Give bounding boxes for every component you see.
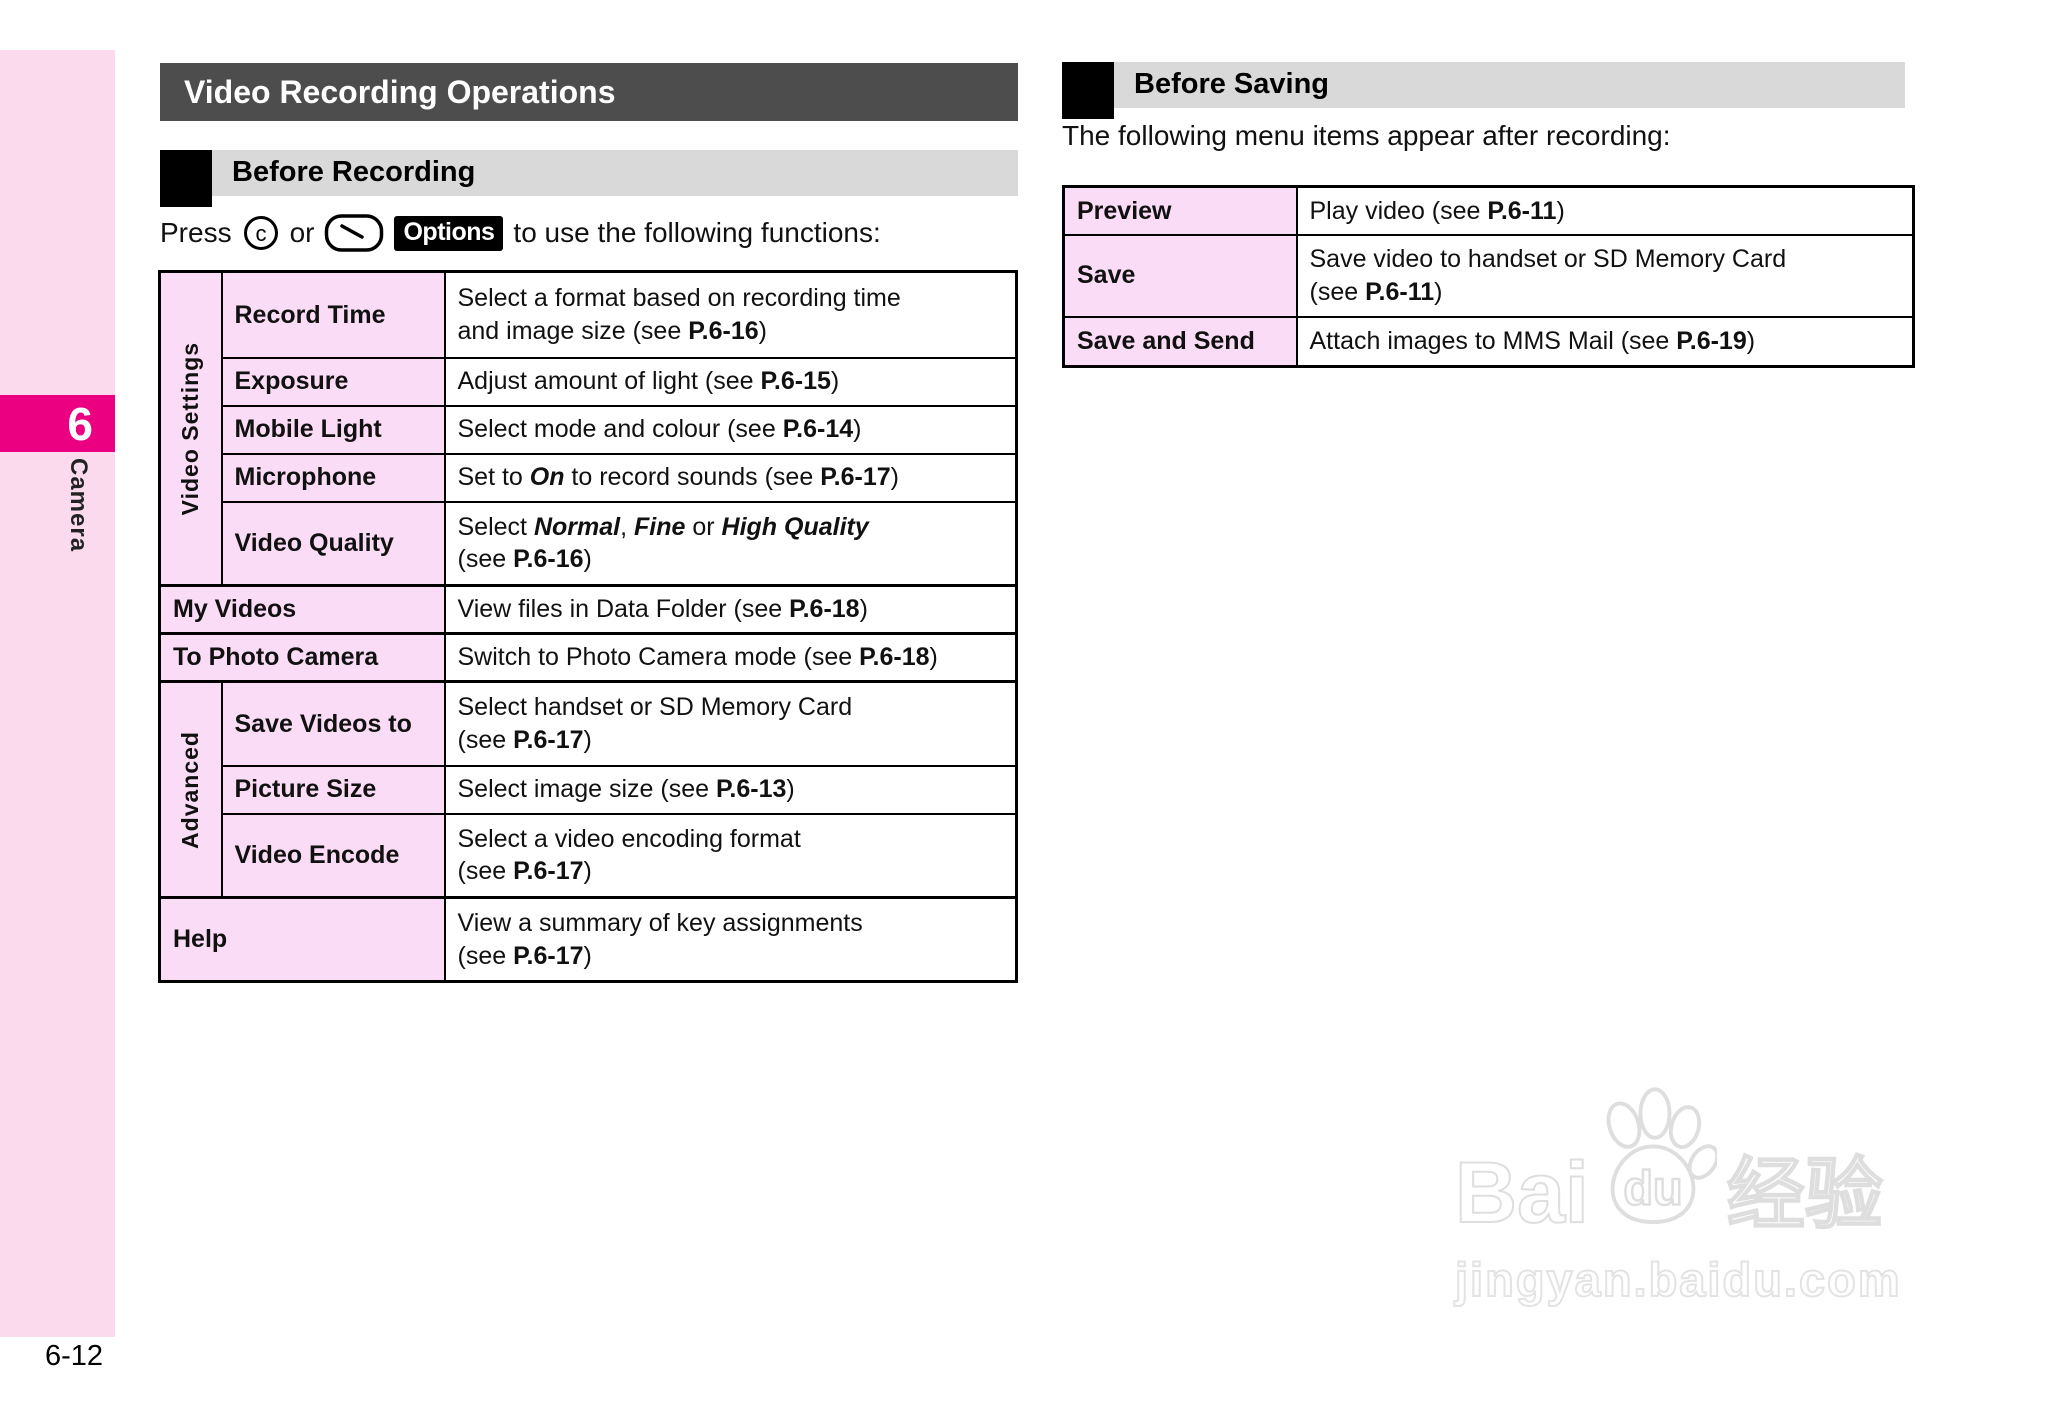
- row-description: Play video (see P.6-11): [1295, 185, 1915, 236]
- page-title-bar: Video Recording Operations: [160, 63, 1018, 121]
- chapter-number: 6: [67, 397, 93, 450]
- table-row: Video Encode Select a video encoding for…: [160, 812, 1018, 899]
- section-marker-square: [160, 150, 212, 207]
- row-label: Video Quality: [220, 500, 446, 587]
- row-description: Select a video encoding format (see P.6-1…: [443, 812, 1018, 899]
- svg-text:c: c: [255, 221, 266, 246]
- row-label: Video Encode: [220, 812, 446, 899]
- table-row: Microphone Set to On to record sounds (s…: [160, 452, 1018, 503]
- watermark-brand-text: Bai: [1454, 1145, 1590, 1241]
- row-description: Set to On to record sounds (see P.6-17): [443, 452, 1018, 503]
- intro-prefix: Press: [160, 217, 232, 248]
- row-label: My Videos: [158, 584, 446, 635]
- table-row: Advanced Save Videos to Select handset o…: [158, 680, 1018, 899]
- row-description: Select image size (see P.6-13): [443, 764, 1018, 815]
- page-title: Video Recording Operations: [184, 73, 616, 110]
- table-row: Picture Size Select image size (see P.6-…: [160, 764, 1018, 815]
- row-label: Exposure: [220, 356, 446, 407]
- table-row: Save and Send Attach images to MMS Mail …: [1062, 315, 1915, 368]
- table-row: Help View a summary of key assignments (s…: [158, 896, 1018, 983]
- row-description: Switch to Photo Camera mode (see P.6-18): [443, 632, 1018, 683]
- row-description: Select mode and colour (see P.6-14): [443, 404, 1018, 455]
- group-label-video-settings: Video Settings: [176, 341, 203, 516]
- center-key-icon: c: [243, 216, 278, 250]
- row-description: Attach images to MMS Mail (see P.6-19): [1295, 315, 1915, 368]
- row-label: To Photo Camera: [158, 632, 446, 683]
- section-heading: Before Recording: [232, 156, 476, 188]
- row-label: Record Time: [220, 270, 446, 359]
- section-before-saving-header: Before Saving: [1062, 62, 1905, 119]
- row-description: Adjust amount of light (see P.6-15): [443, 356, 1018, 407]
- row-label: Preview: [1062, 185, 1298, 236]
- intro-suffix: to use the following functions:: [513, 217, 881, 248]
- table-row: Preview Play video (see P.6-11): [1062, 185, 1915, 236]
- group-label-advanced: Advanced: [176, 730, 203, 849]
- chapter-side-strip: [0, 50, 115, 1337]
- row-description: Select a format based on recording time a…: [443, 270, 1018, 359]
- row-description: View a summary of key assignments (see P.…: [443, 896, 1018, 983]
- row-description: View files in Data Folder (see P.6-18): [443, 584, 1018, 635]
- before-recording-intro: Press c or Options to use the following …: [160, 212, 881, 254]
- section-heading: Before Saving: [1134, 68, 1329, 100]
- baidu-paw-icon: du: [1606, 1087, 1717, 1225]
- row-label: Help: [158, 896, 446, 983]
- table-row: Mobile Light Select mode and colour (see…: [160, 404, 1018, 455]
- row-label: Picture Size: [220, 764, 446, 815]
- row-label: Save: [1062, 233, 1298, 318]
- table-row: Video Settings Record Time Select a form…: [158, 270, 1018, 587]
- table-row: Save Save video to handset or SD Memory …: [1062, 233, 1915, 318]
- row-description: Select handset or SD Memory Card (see P.6…: [443, 680, 1018, 767]
- chapter-label: Camera: [65, 458, 92, 553]
- row-label: Save and Send: [1062, 315, 1298, 368]
- row-description: Select Normal, Fine or High Quality (see …: [443, 500, 1018, 587]
- watermark-domain: jingyan.baidu.com: [1454, 1252, 1902, 1307]
- baidu-watermark: Bai du 经验 jingyan.baidu.com: [1454, 1086, 1902, 1307]
- table-row: To Photo Camera Switch to Photo Camera m…: [158, 632, 1018, 683]
- table-row: My Videos View files in Data Folder (see…: [158, 584, 1018, 635]
- options-key-badge: Options: [394, 215, 504, 251]
- before-saving-intro: The following menu items appear after re…: [1062, 120, 1671, 151]
- chapter-number-box: 6: [0, 395, 115, 452]
- row-label: Mobile Light: [220, 404, 446, 455]
- row-description: Save video to handset or SD Memory Card(…: [1295, 233, 1915, 318]
- row-label: Microphone: [220, 452, 446, 503]
- before-recording-table: Video Settings Record Time Select a form…: [158, 270, 1018, 983]
- watermark-paw-text: du: [1623, 1162, 1682, 1216]
- page-number: 6-12: [45, 1340, 104, 1372]
- section-marker-square: [1062, 62, 1114, 119]
- section-before-recording-header: Before Recording: [160, 150, 1018, 207]
- before-saving-table: Preview Play video (see P.6-11) Save Sav…: [1062, 185, 1915, 368]
- table-row: Video Quality Select Normal, Fine or Hig…: [160, 500, 1018, 587]
- table-row: Exposure Adjust amount of light (see P.6…: [160, 356, 1018, 407]
- softkey-icon: [325, 214, 384, 252]
- watermark-brand-suffix: 经验: [1726, 1150, 1884, 1239]
- row-label: Save Videos to: [220, 680, 446, 767]
- intro-or: or: [289, 217, 315, 248]
- watermark-logo-line: Bai du 经验: [1454, 1086, 1902, 1241]
